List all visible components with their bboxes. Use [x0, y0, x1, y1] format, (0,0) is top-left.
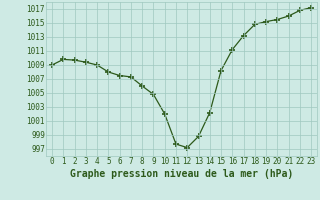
X-axis label: Graphe pression niveau de la mer (hPa): Graphe pression niveau de la mer (hPa)	[70, 169, 293, 179]
